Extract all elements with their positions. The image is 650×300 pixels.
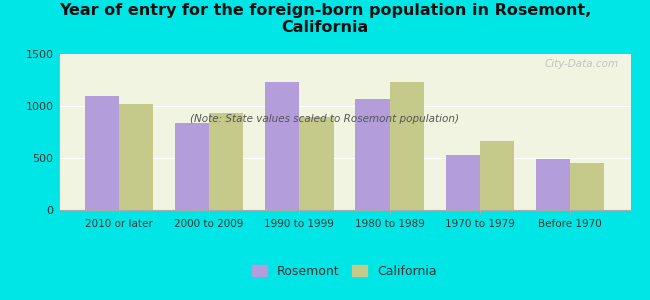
Text: City-Data.com: City-Data.com xyxy=(545,59,619,69)
Text: (Note: State values scaled to Rosemont population): (Note: State values scaled to Rosemont p… xyxy=(190,114,460,124)
Bar xyxy=(265,82,300,210)
Bar xyxy=(84,96,119,210)
Bar xyxy=(209,113,243,210)
Bar xyxy=(446,155,480,210)
Text: Year of entry for the foreign-born population in Rosemont,
California: Year of entry for the foreign-born popul… xyxy=(59,3,591,35)
Bar xyxy=(536,159,570,210)
Bar xyxy=(300,117,333,210)
Bar xyxy=(389,82,424,210)
Legend: Rosemont, California: Rosemont, California xyxy=(247,260,442,283)
Bar xyxy=(119,104,153,210)
Bar xyxy=(175,123,209,210)
Bar xyxy=(356,99,389,210)
Bar xyxy=(480,141,514,210)
Bar xyxy=(570,163,604,210)
